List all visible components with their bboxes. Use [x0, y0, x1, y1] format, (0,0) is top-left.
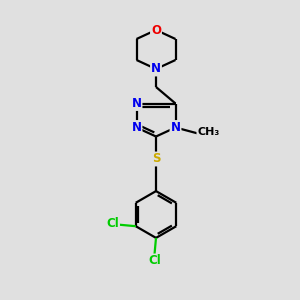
- Text: Cl: Cl: [106, 217, 119, 230]
- Text: S: S: [152, 152, 160, 166]
- Text: N: N: [151, 62, 161, 76]
- Text: O: O: [151, 23, 161, 37]
- Text: N: N: [131, 97, 142, 110]
- Text: Cl: Cl: [148, 254, 161, 268]
- Text: CH₃: CH₃: [197, 127, 220, 137]
- Text: N: N: [131, 121, 142, 134]
- Text: N: N: [170, 121, 181, 134]
